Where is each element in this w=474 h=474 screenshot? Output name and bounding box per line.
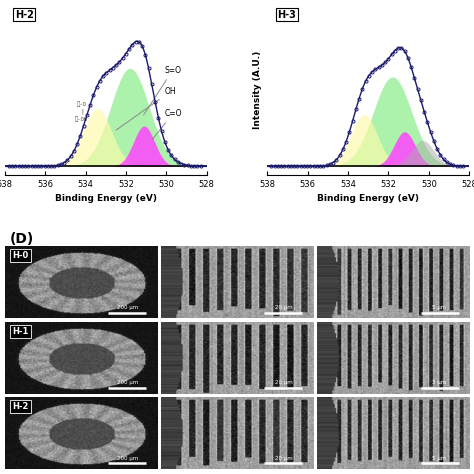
Text: H-2: H-2 (15, 10, 34, 20)
Text: 20 μm: 20 μm (274, 305, 292, 310)
Text: (D): (D) (9, 232, 34, 246)
X-axis label: Binding Energy (eV): Binding Energy (eV) (317, 194, 419, 203)
Text: H-3: H-3 (277, 10, 296, 20)
Text: 200 μm: 200 μm (117, 456, 138, 461)
Text: ⬡-O
 |
⬡-OH: ⬡-O | ⬡-OH (75, 101, 88, 122)
Text: 20 μm: 20 μm (274, 380, 292, 385)
Text: 200 μm: 200 μm (117, 380, 138, 385)
Text: OH: OH (116, 87, 176, 130)
Text: 200 μm: 200 μm (117, 305, 138, 310)
Text: 3 μm: 3 μm (432, 380, 447, 385)
Text: H-1: H-1 (12, 327, 29, 336)
Y-axis label: Intensity (A.U.): Intensity (A.U.) (253, 51, 262, 129)
Text: C=O: C=O (152, 109, 182, 140)
Text: S=O: S=O (144, 65, 181, 115)
Text: H-0: H-0 (12, 251, 28, 260)
Text: 5 μm: 5 μm (432, 305, 447, 310)
Text: 5 μm: 5 μm (432, 456, 447, 461)
Text: 20 μm: 20 μm (274, 456, 292, 461)
X-axis label: Binding Energy (eV): Binding Energy (eV) (55, 194, 157, 203)
Text: H-2: H-2 (12, 402, 29, 411)
